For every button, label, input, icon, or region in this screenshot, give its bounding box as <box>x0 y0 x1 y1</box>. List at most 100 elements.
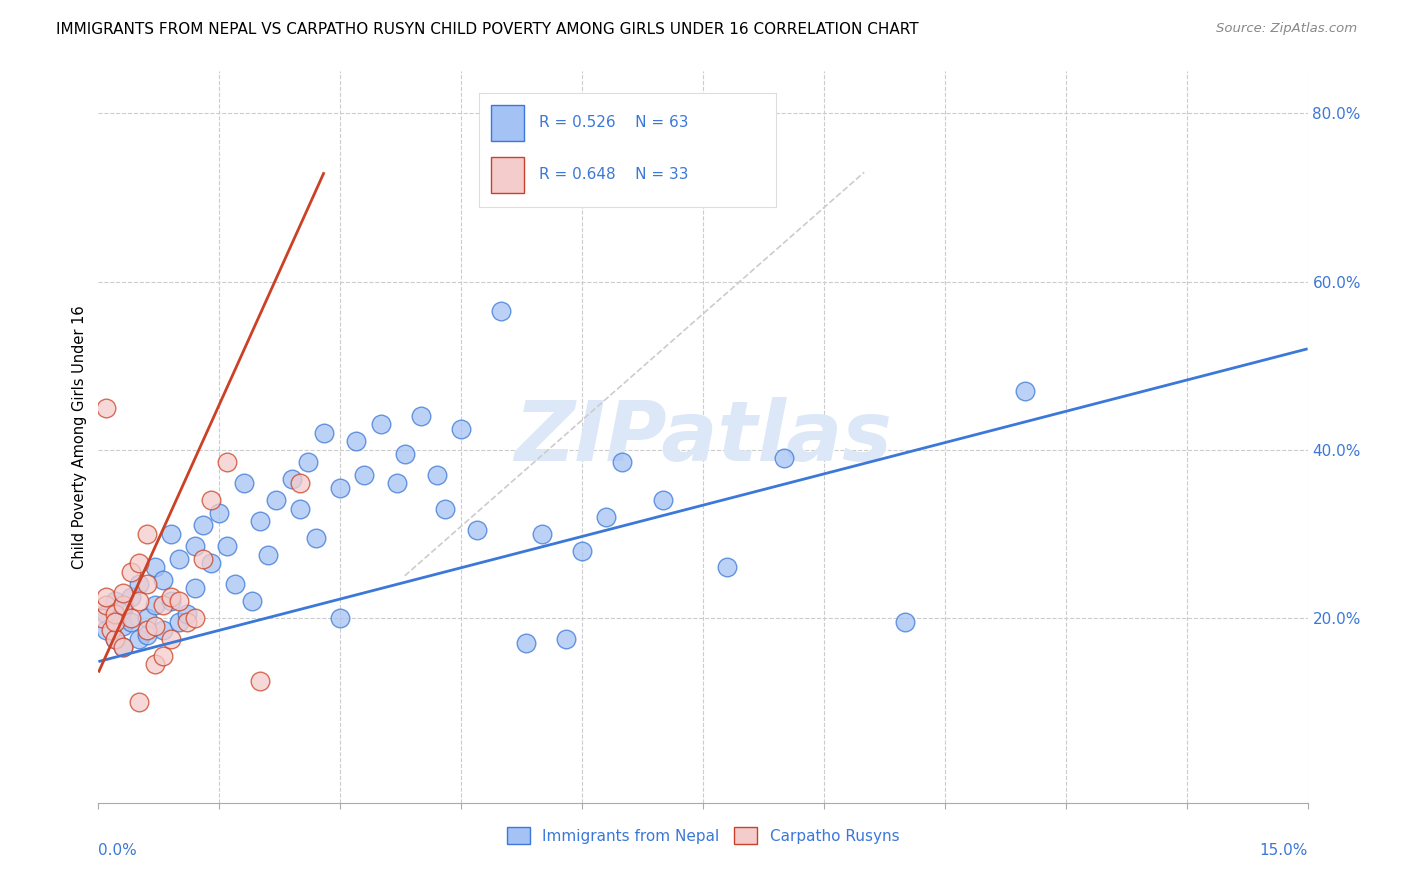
Point <box>249 673 271 688</box>
Legend: Immigrants from Nepal, Carpatho Rusyns: Immigrants from Nepal, Carpatho Rusyns <box>501 822 905 850</box>
Point <box>135 624 157 638</box>
Text: 15.0%: 15.0% <box>1260 843 1308 858</box>
Point <box>1014 384 1036 398</box>
Point <box>530 526 553 541</box>
Point <box>200 493 222 508</box>
Point <box>893 615 915 629</box>
Point <box>426 467 449 482</box>
Point <box>595 510 617 524</box>
Point <box>370 417 392 432</box>
Point <box>143 599 166 613</box>
Point <box>772 451 794 466</box>
Point <box>394 447 416 461</box>
Point <box>96 401 118 415</box>
Point <box>176 607 198 621</box>
Point <box>111 640 134 655</box>
Point <box>297 455 319 469</box>
Point <box>344 434 367 449</box>
Point <box>103 607 125 621</box>
Point <box>160 632 183 646</box>
Point <box>128 594 150 608</box>
Point <box>96 590 118 604</box>
Point <box>128 556 150 570</box>
Point <box>135 577 157 591</box>
Point <box>249 514 271 528</box>
Point <box>612 455 634 469</box>
Point <box>143 657 166 671</box>
Point <box>160 526 183 541</box>
Point <box>167 552 190 566</box>
Point <box>111 599 134 613</box>
Point <box>176 615 198 629</box>
Point <box>184 611 207 625</box>
Point <box>96 624 118 638</box>
Point <box>152 573 174 587</box>
Point <box>224 577 246 591</box>
Point <box>264 493 287 508</box>
Point <box>103 615 125 629</box>
Point <box>256 548 278 562</box>
Point <box>100 624 122 638</box>
Point <box>465 523 488 537</box>
Point <box>329 611 352 625</box>
Point <box>208 506 231 520</box>
Point <box>128 695 150 709</box>
Point <box>434 501 457 516</box>
Y-axis label: Child Poverty Among Girls Under 16: Child Poverty Among Girls Under 16 <box>72 305 87 569</box>
Point <box>353 467 375 482</box>
Point <box>651 493 673 508</box>
Point <box>288 476 311 491</box>
Point <box>716 560 738 574</box>
Text: Source: ZipAtlas.com: Source: ZipAtlas.com <box>1216 22 1357 36</box>
Point <box>160 594 183 608</box>
Point <box>120 615 142 629</box>
Point <box>152 599 174 613</box>
Point <box>217 540 239 554</box>
Point <box>385 476 408 491</box>
Point <box>232 476 254 491</box>
Point <box>120 590 142 604</box>
Point <box>120 611 142 625</box>
Point <box>120 565 142 579</box>
Point <box>281 472 304 486</box>
Point <box>491 304 513 318</box>
Text: 0.0%: 0.0% <box>98 843 138 858</box>
Point <box>409 409 432 423</box>
Point <box>152 624 174 638</box>
Text: ZIPatlas: ZIPatlas <box>515 397 891 477</box>
Point <box>240 594 263 608</box>
Point <box>193 518 215 533</box>
Point <box>103 632 125 646</box>
Point <box>184 582 207 596</box>
Text: IMMIGRANTS FROM NEPAL VS CARPATHO RUSYN CHILD POVERTY AMONG GIRLS UNDER 16 CORRE: IMMIGRANTS FROM NEPAL VS CARPATHO RUSYN … <box>56 22 920 37</box>
Point <box>111 619 134 633</box>
Point <box>135 627 157 641</box>
Point <box>135 526 157 541</box>
Point <box>103 594 125 608</box>
Point <box>515 636 537 650</box>
Point <box>111 585 134 599</box>
Point <box>329 481 352 495</box>
Point <box>217 455 239 469</box>
Point <box>128 577 150 591</box>
Point <box>167 594 190 608</box>
Point <box>167 615 190 629</box>
Point <box>111 602 134 616</box>
Point <box>160 590 183 604</box>
Point <box>571 543 593 558</box>
Point <box>96 607 118 621</box>
Point <box>143 560 166 574</box>
Point <box>135 611 157 625</box>
Point <box>96 599 118 613</box>
Point <box>314 425 336 440</box>
Point <box>143 619 166 633</box>
Point <box>91 611 114 625</box>
Point <box>152 648 174 663</box>
Point <box>128 632 150 646</box>
Point <box>450 422 472 436</box>
Point <box>305 531 328 545</box>
Point <box>103 632 125 646</box>
Point <box>555 632 578 646</box>
Point <box>111 640 134 655</box>
Point <box>184 540 207 554</box>
